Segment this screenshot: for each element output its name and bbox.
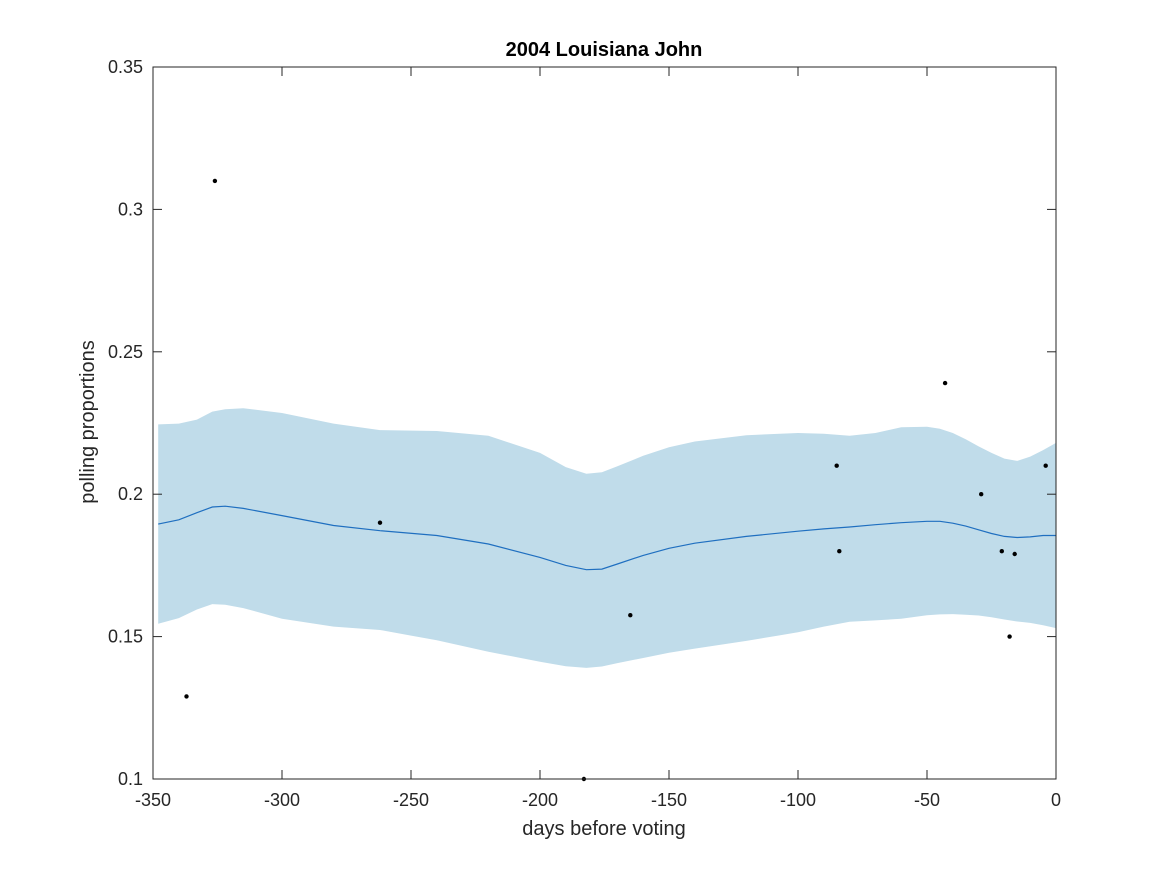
poll-point — [942, 380, 948, 386]
poll-point — [628, 613, 633, 618]
poll-point — [1012, 551, 1017, 557]
x-tick-label: -200 — [522, 790, 558, 810]
y-tick-label: 0.15 — [108, 627, 143, 647]
chart-title: 2004 Louisiana John — [506, 39, 703, 61]
x-tick-label: -300 — [264, 790, 300, 810]
y-axis-label: polling proportions — [77, 340, 99, 503]
axes-box — [152, 66, 1057, 780]
y-tick-label: 0.2 — [118, 484, 143, 504]
x-tick-label: 0 — [1051, 790, 1061, 810]
y-tick-label: 0.1 — [118, 769, 143, 789]
x-tick-label: -250 — [393, 790, 429, 810]
poll-point — [979, 492, 984, 497]
mean-curve-line — [158, 505, 1056, 571]
x-tick-label: -100 — [780, 790, 816, 810]
poll-point — [1007, 634, 1012, 639]
y-tick-label: 0.35 — [108, 57, 143, 77]
poll-point — [837, 549, 842, 554]
poll-point — [1043, 463, 1048, 468]
y-tick-label: 0.3 — [118, 199, 143, 219]
poll-point — [999, 549, 1004, 554]
x-tick-label: -50 — [914, 790, 940, 810]
confidence-band — [158, 408, 1056, 668]
x-tick-label: -350 — [135, 790, 171, 810]
x-tick-label: -150 — [651, 790, 687, 810]
poll-point — [377, 520, 383, 525]
poll-point — [212, 178, 218, 184]
poll-point — [834, 463, 839, 468]
poll-point — [184, 694, 189, 699]
x-axis-label: days before voting — [522, 818, 685, 840]
y-tick-label: 0.25 — [108, 342, 143, 362]
